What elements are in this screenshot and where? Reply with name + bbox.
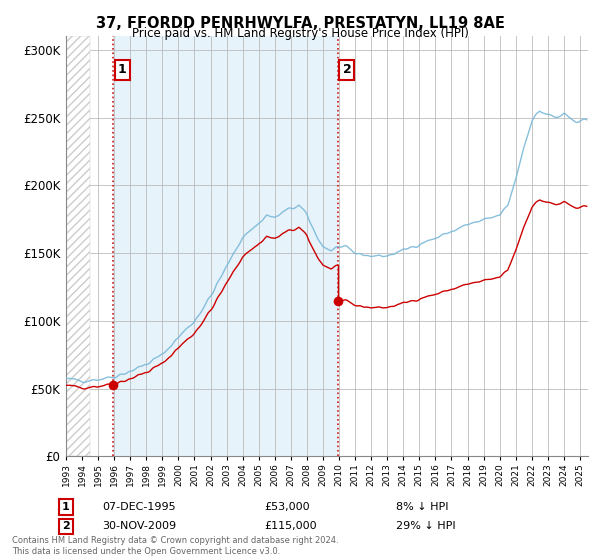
Text: 37, FFORDD PENRHWYLFA, PRESTATYN, LL19 8AE: 37, FFORDD PENRHWYLFA, PRESTATYN, LL19 8… — [95, 16, 505, 31]
Text: Contains HM Land Registry data © Crown copyright and database right 2024.
This d: Contains HM Land Registry data © Crown c… — [12, 536, 338, 556]
Text: 1: 1 — [62, 502, 70, 512]
Text: 8% ↓ HPI: 8% ↓ HPI — [396, 502, 449, 512]
Text: £115,000: £115,000 — [264, 521, 317, 531]
Text: 2: 2 — [343, 63, 352, 77]
Text: 30-NOV-2009: 30-NOV-2009 — [102, 521, 176, 531]
Bar — [113, 36, 338, 456]
Text: 07-DEC-1995: 07-DEC-1995 — [102, 502, 176, 512]
Text: 1: 1 — [118, 63, 127, 77]
Text: Price paid vs. HM Land Registry's House Price Index (HPI): Price paid vs. HM Land Registry's House … — [131, 27, 469, 40]
Text: £53,000: £53,000 — [264, 502, 310, 512]
Text: 29% ↓ HPI: 29% ↓ HPI — [396, 521, 455, 531]
Bar — [66, 36, 90, 456]
Text: 2: 2 — [62, 521, 70, 531]
